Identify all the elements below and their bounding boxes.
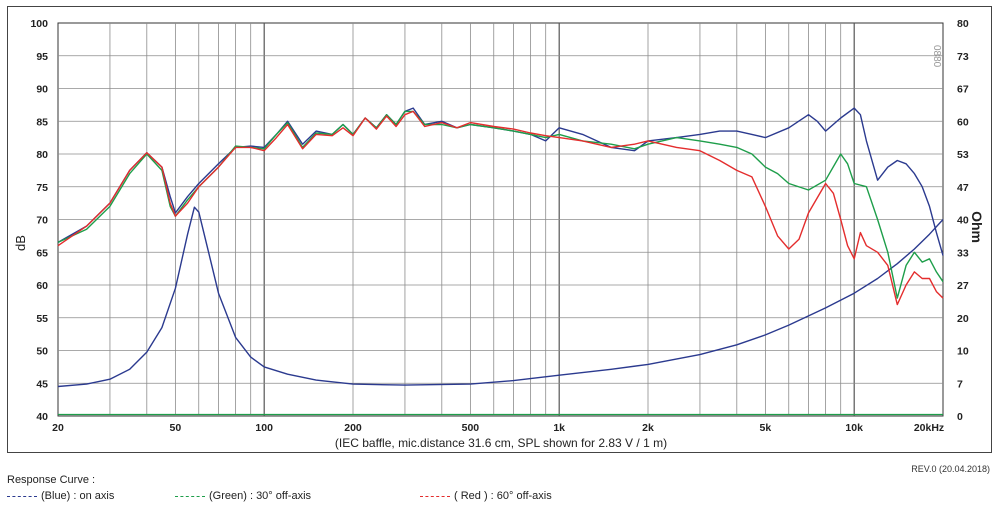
x-tick-label: 50 bbox=[170, 422, 182, 434]
x-tick-label: 2k bbox=[642, 422, 654, 434]
y2-tick-label: 47 bbox=[957, 182, 969, 194]
y2-tick-label: 67 bbox=[957, 84, 969, 96]
revision-label: REV.0 (20.04.2018) bbox=[911, 464, 990, 474]
legend-label-green: (Green) : 30° off-axis bbox=[209, 490, 312, 502]
y-tick-label: 60 bbox=[36, 280, 48, 292]
legend-label-red: ( Red ) : 60° off-axis bbox=[454, 490, 552, 502]
legend-item-green: (Green) : 30° off-axis bbox=[175, 490, 311, 502]
x-tick-label: 10k bbox=[845, 422, 863, 434]
x-tick-label: 20 bbox=[52, 422, 64, 434]
y-tick-label: 80 bbox=[36, 149, 48, 161]
y-tick-label: 55 bbox=[36, 313, 48, 325]
y-tick-label: 45 bbox=[36, 378, 48, 390]
x-axis-label: (IEC baffle, mic.distance 31.6 cm, SPL s… bbox=[335, 436, 667, 450]
y2-tick-label: 7 bbox=[957, 378, 963, 390]
y-tick-label: 50 bbox=[36, 346, 48, 358]
y2-tick-label: 20 bbox=[957, 313, 969, 325]
y2-axis-label: Ohm bbox=[969, 211, 985, 243]
legend-swatch-blue bbox=[7, 495, 37, 497]
series-lines bbox=[57, 107, 944, 388]
watermark: 0880 bbox=[931, 45, 942, 68]
y-tick-label: 40 bbox=[36, 411, 48, 423]
x-tick-label: 20kHz bbox=[914, 422, 944, 434]
frequency-response-chart: 40 45 50 55 60 65 70 75 80 85 90 95 100 0 7 10 20 27 33 40… bbox=[13, 18, 985, 450]
legend-swatch-green bbox=[175, 495, 205, 497]
y2-tick-label: 60 bbox=[957, 116, 969, 128]
x-tick-label: 5k bbox=[760, 422, 772, 434]
legend-swatch-red bbox=[420, 495, 450, 497]
impedance-line bbox=[57, 206, 944, 388]
y-axis-label: dB bbox=[13, 235, 28, 251]
x-ticks: 20 50 100 200 500 1k 2k 5k 10k 20kHz bbox=[52, 422, 944, 434]
y2-tick-label: 0 bbox=[957, 411, 963, 423]
legend-item-red: ( Red ) : 60° off-axis bbox=[420, 490, 552, 502]
y2-tick-label: 80 bbox=[957, 18, 969, 30]
y-tick-label: 100 bbox=[30, 18, 48, 30]
y2-tick-label: 40 bbox=[957, 215, 969, 227]
y-tick-label: 95 bbox=[36, 51, 48, 63]
y-tick-label: 65 bbox=[36, 247, 48, 259]
y-tick-label: 85 bbox=[36, 116, 48, 128]
y2-tick-label: 73 bbox=[957, 51, 969, 63]
y2-tick-label: 10 bbox=[957, 346, 969, 358]
right-y-ticks: 0 7 10 20 27 33 40 47 53 60 67 73 80 bbox=[957, 18, 969, 423]
grid bbox=[57, 22, 944, 417]
chart-frame: 40 45 50 55 60 65 70 75 80 85 90 95 100 0 7 10 20 27 33 40… bbox=[7, 6, 992, 453]
legend-item-blue: (Blue) : on axis bbox=[7, 490, 114, 502]
y-tick-label: 70 bbox=[36, 215, 48, 227]
left-y-ticks: 40 45 50 55 60 65 70 75 80 85 90 95 100 bbox=[30, 18, 48, 423]
series-line-red bbox=[57, 110, 944, 306]
y-tick-label: 75 bbox=[36, 182, 48, 194]
x-tick-label: 100 bbox=[255, 422, 273, 434]
y2-tick-label: 33 bbox=[957, 247, 969, 259]
y-tick-label: 90 bbox=[36, 84, 48, 96]
x-tick-label: 200 bbox=[344, 422, 362, 434]
x-tick-label: 1k bbox=[553, 422, 565, 434]
response-curve-label: Response Curve : bbox=[7, 474, 96, 486]
y2-tick-label: 53 bbox=[957, 149, 969, 161]
legend-label-blue: (Blue) : on axis bbox=[41, 490, 115, 502]
x-tick-label: 500 bbox=[462, 422, 480, 434]
y2-tick-label: 27 bbox=[957, 280, 969, 292]
